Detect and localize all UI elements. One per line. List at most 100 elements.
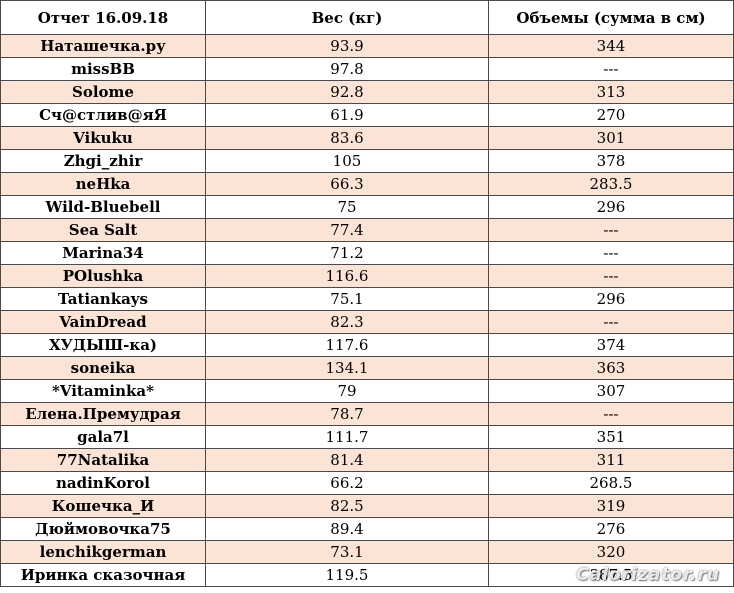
weight-cell: 73.1 [205,540,489,564]
participant-name-cell: Наташечка.ру [0,34,206,58]
participant-name-cell: *Vitaminka* [0,379,206,403]
weight-cell: 71.2 [205,241,489,265]
volume-cell: 363 [488,356,734,380]
header-row: Отчет 16.09.18 Вес (кг) Объемы (сумма в … [0,0,734,35]
participant-name-cell: Marina34 [0,241,206,265]
participant-name-cell: ХУДЫШ-ка) [0,333,206,357]
table-row: Marina34 71.2 --- [0,241,734,265]
weight-cell: 83.6 [205,126,489,150]
participant-name-cell: Кошечка_И [0,494,206,518]
table-row: soneika 134.1 363 [0,356,734,380]
weight-cell: 66.2 [205,471,489,495]
weight-cell: 75.1 [205,287,489,311]
participant-name-cell: missBB [0,57,206,81]
table-row: ХУДЫШ-ка) 117.6 374 [0,333,734,357]
weight-cell: 93.9 [205,34,489,58]
volume-cell: 307 [488,379,734,403]
weight-cell: 75 [205,195,489,219]
table-row: 77Natalika 81.4 311 [0,448,734,472]
table-row: Елена.Премудрая 78.7 --- [0,402,734,426]
participant-name-cell: Wild-Bluebell [0,195,206,219]
weight-cell: 134.1 [205,356,489,380]
table-row: Solome 92.8 313 [0,80,734,104]
watermark-logo: Calorizator.ru [576,565,720,585]
volume-cell: 374 [488,333,734,357]
participant-name-cell: nadinKorol [0,471,206,495]
table-row: Сч@стлив@яЯ 61.9 270 [0,103,734,127]
volume-cell: 283.5 [488,172,734,196]
volume-cell: 296 [488,195,734,219]
participant-name-cell: 77Natalika [0,448,206,472]
table-row: gala7l 111.7 351 [0,425,734,449]
volume-cell: 344 [488,34,734,58]
participant-name-cell: Sea Salt [0,218,206,242]
weight-cell: 77.4 [205,218,489,242]
table-row: VainDread 82.3 --- [0,310,734,334]
table-row: *Vitaminka* 79 307 [0,379,734,403]
weight-cell: 78.7 [205,402,489,426]
weight-cell: 66.3 [205,172,489,196]
volume-cell: 311 [488,448,734,472]
volume-cell: --- [488,57,734,81]
weight-cell: 89.4 [205,517,489,541]
table-row: Sea Salt 77.4 --- [0,218,734,242]
participant-name-cell: gala7l [0,425,206,449]
volume-cell: --- [488,402,734,426]
participant-name-cell: Vikuku [0,126,206,150]
weight-cell: 82.5 [205,494,489,518]
participant-name-cell: Tatiankays [0,287,206,311]
table-row: Vikuku 83.6 301 [0,126,734,150]
participant-name-cell: soneika [0,356,206,380]
table-row: Wild-Bluebell 75 296 [0,195,734,219]
header-weight: Вес (кг) [205,0,489,35]
volume-cell: 320 [488,540,734,564]
weight-cell: 79 [205,379,489,403]
volume-cell: --- [488,218,734,242]
weight-cell: 119.5 [205,563,489,587]
volume-cell: --- [488,310,734,334]
table-row: Tatiankays 75.1 296 [0,287,734,311]
participant-name-cell: lenchikgerman [0,540,206,564]
table-row: Наташечка.ру 93.9 344 [0,34,734,58]
weight-cell: 117.6 [205,333,489,357]
weight-cell: 92.8 [205,80,489,104]
volume-cell: 387.5 [488,563,734,587]
participant-name-cell: VainDread [0,310,206,334]
volume-cell: 270 [488,103,734,127]
volume-cell: --- [488,264,734,288]
weight-cell: 61.9 [205,103,489,127]
participant-name-cell: Solome [0,80,206,104]
table-row: lenchikgerman 73.1 320 [0,540,734,564]
table-row: Иринка сказочная 119.5 387.5 [0,563,734,587]
weight-cell: 81.4 [205,448,489,472]
table-row: neHka 66.3 283.5 [0,172,734,196]
header-report-date: Отчет 16.09.18 [0,0,206,35]
participant-name-cell: Zhgi_zhir [0,149,206,173]
volume-cell: 313 [488,80,734,104]
participant-name-cell: Иринка сказочная [0,563,206,587]
weight-cell: 116.6 [205,264,489,288]
participant-name-cell: neHka [0,172,206,196]
table-body: Наташечка.ру 93.9 344 missBB 97.8 --- Solome 92… [0,34,734,587]
volume-cell: 296 [488,287,734,311]
table-row: POlushka 116.6 --- [0,264,734,288]
weight-cell: 105 [205,149,489,173]
weight-cell: 97.8 [205,57,489,81]
volume-cell: 301 [488,126,734,150]
table-row: missBB 97.8 --- [0,57,734,81]
table-row: nadinKorol 66.2 268.5 [0,471,734,495]
volume-cell: 276 [488,517,734,541]
volume-cell: 319 [488,494,734,518]
weight-cell: 82.3 [205,310,489,334]
participant-name-cell: Елена.Премудрая [0,402,206,426]
weight-cell: 111.7 [205,425,489,449]
volume-cell: 351 [488,425,734,449]
volume-cell: 268.5 [488,471,734,495]
participant-name-cell: POlushka [0,264,206,288]
table-row: Кошечка_И 82.5 319 [0,494,734,518]
volume-cell: --- [488,241,734,265]
table-row: Дюймовочка75 89.4 276 [0,517,734,541]
participant-name-cell: Сч@стлив@яЯ [0,103,206,127]
participant-name-cell: Дюймовочка75 [0,517,206,541]
